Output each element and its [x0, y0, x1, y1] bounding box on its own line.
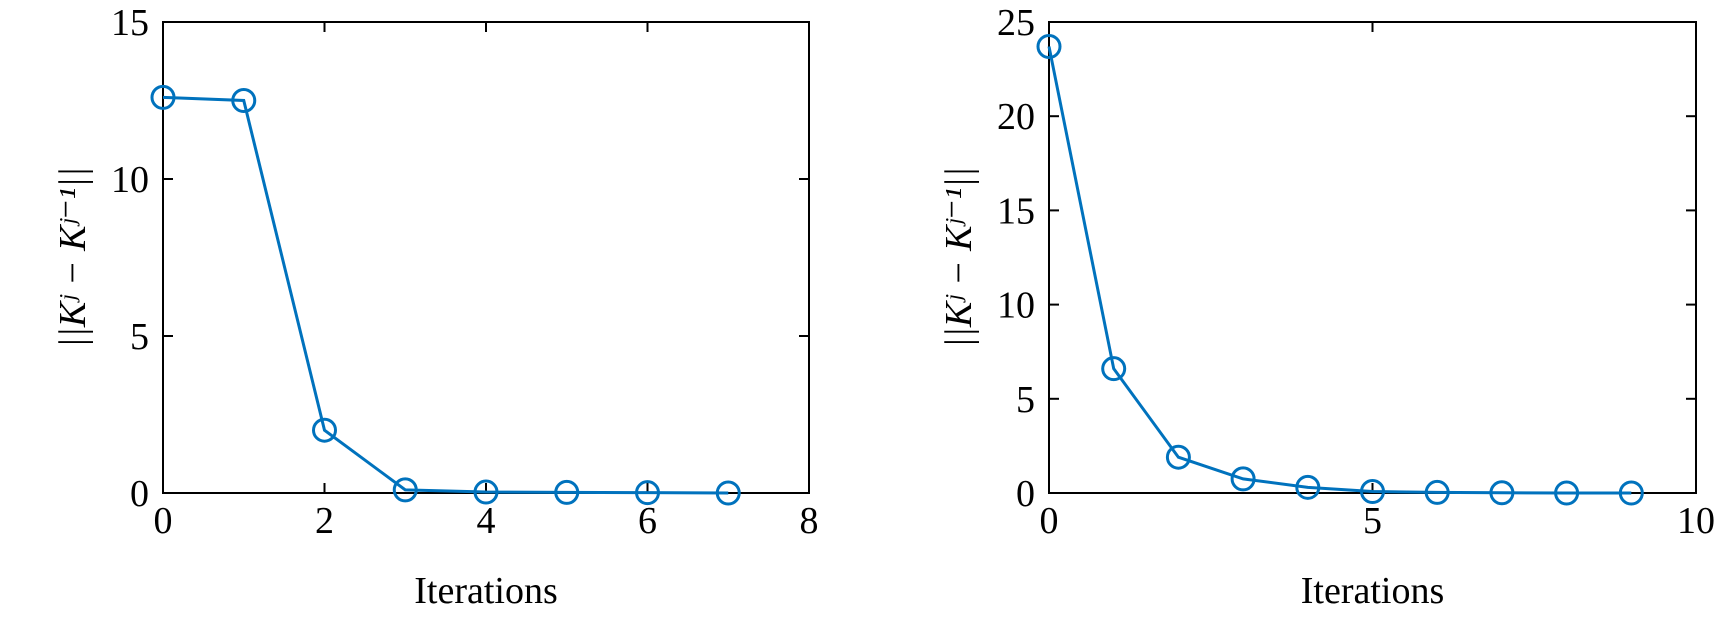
data-marker: [715, 480, 741, 506]
y-axis-label: ||Kʲ − Kʲ⁻¹||: [52, 167, 94, 348]
data-marker: [1165, 444, 1191, 470]
x-tick-label: 10: [1677, 500, 1715, 542]
y-tick-label: 20: [997, 96, 1035, 138]
y-tick-label: 5: [130, 316, 149, 358]
data-marker: [1036, 33, 1062, 59]
x-tick-label: 4: [477, 500, 496, 542]
y-tick-label: 10: [111, 159, 149, 201]
y-tick-label: 0: [1016, 473, 1035, 515]
data-marker: [635, 480, 660, 506]
y-tick-label: 0: [130, 473, 149, 515]
data-marker: [150, 84, 176, 110]
plot-frame: [162, 21, 810, 494]
data-marker: [1554, 480, 1580, 506]
data-marker: [1295, 474, 1321, 500]
data-marker: [473, 479, 499, 505]
x-tick-label: 5: [1363, 500, 1382, 542]
y-tick-label: 10: [997, 285, 1035, 327]
y-tick-label: 15: [997, 190, 1035, 232]
data-line: [162, 95, 729, 495]
data-marker: [1618, 480, 1644, 506]
x-tick-label: 6: [638, 500, 657, 542]
data-marker: [1424, 479, 1450, 505]
x-tick-label: 0: [154, 500, 173, 542]
y-tick-label: 15: [111, 2, 149, 44]
data-marker: [554, 479, 580, 505]
data-marker: [1230, 466, 1256, 492]
data-line: [1047, 46, 1632, 495]
y-tick-label: 25: [997, 2, 1035, 44]
x-axis-label: Iterations: [1301, 570, 1445, 612]
x-tick-label: 8: [800, 500, 819, 542]
y-tick-label: 5: [1016, 379, 1035, 421]
plot-frame: [1048, 21, 1697, 494]
data-marker: [312, 417, 337, 443]
data-marker: [1489, 480, 1515, 506]
x-axis-label: Iterations: [414, 570, 558, 612]
x-tick-label: 0: [1040, 500, 1059, 542]
data-marker: [1101, 356, 1127, 382]
data-marker: [1360, 478, 1385, 504]
x-tick-label: 2: [315, 500, 334, 542]
data-marker: [231, 88, 257, 113]
data-marker: [392, 477, 418, 503]
y-axis-label: ||Kʲ − Kʲ⁻¹||: [938, 167, 980, 348]
